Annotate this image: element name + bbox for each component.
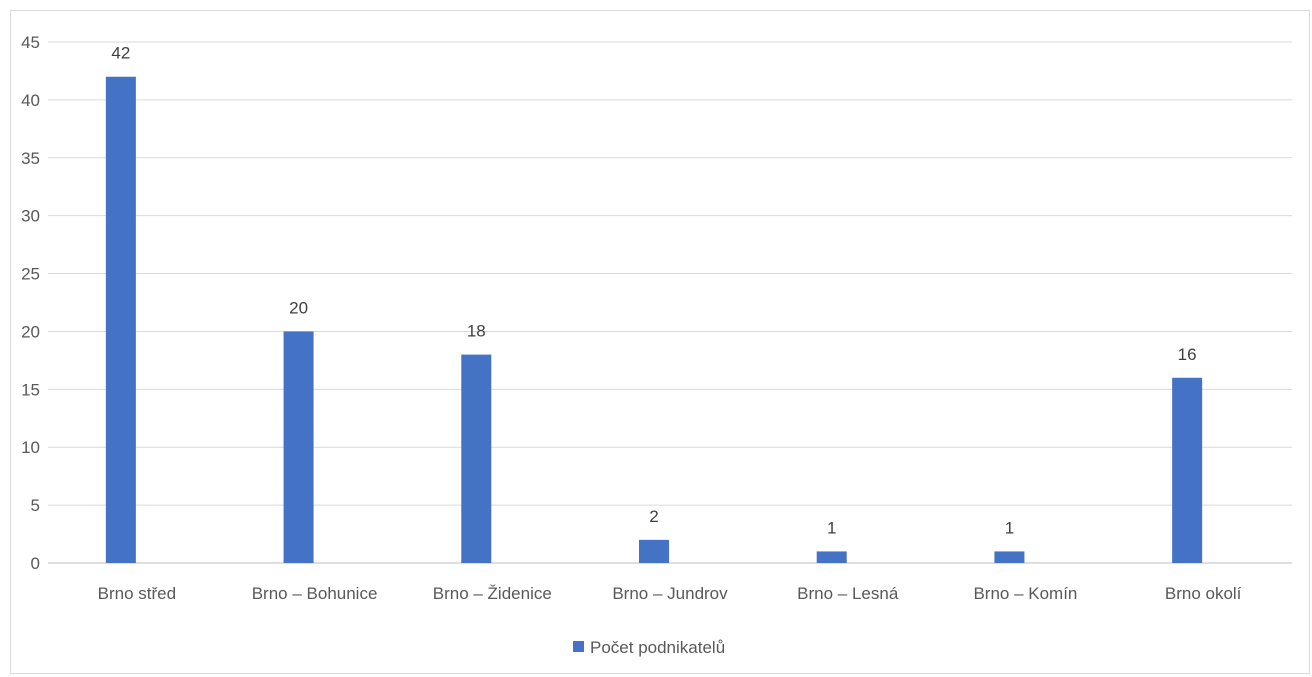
legend-swatch xyxy=(573,641,584,652)
x-tick-label: Brno okolí xyxy=(1165,584,1242,603)
gridlines xyxy=(48,41,1292,564)
y-tick-label: 20 xyxy=(21,322,40,341)
data-label: 16 xyxy=(1178,345,1197,364)
bar xyxy=(461,354,492,563)
y-tick-label: 30 xyxy=(21,207,40,226)
legend: Počet podnikatelů xyxy=(573,638,725,657)
data-label: 18 xyxy=(467,322,486,341)
bar xyxy=(639,539,669,563)
y-tick-label: 5 xyxy=(31,496,40,515)
data-label: 1 xyxy=(827,518,836,537)
y-tick-label: 0 xyxy=(31,554,40,573)
data-label: 42 xyxy=(111,44,130,63)
data-labels: 42 20 18 2 1 1 16 xyxy=(111,44,1196,538)
legend-label: Počet podnikatelů xyxy=(590,638,725,657)
x-tick-label: Brno střed xyxy=(98,584,176,603)
x-tick-label: Brno – Lesná xyxy=(797,584,899,603)
y-tick-label: 10 xyxy=(21,438,40,457)
data-label: 20 xyxy=(289,298,308,317)
bar xyxy=(283,331,314,563)
y-tick-label: 15 xyxy=(21,380,40,399)
bar xyxy=(994,551,1025,563)
bar xyxy=(105,76,136,563)
x-tick-label: Brno – Bohunice xyxy=(252,584,378,603)
x-tick-label: Brno – Jundrov xyxy=(612,584,728,603)
x-axis-ticks: Brno střed Brno – Bohunice Brno – Židenice… xyxy=(98,584,1242,603)
y-tick-label: 40 xyxy=(21,91,40,110)
y-axis-ticks: 0 5 10 15 20 25 30 35 40 45 xyxy=(21,33,40,573)
data-label: 2 xyxy=(649,507,658,526)
x-tick-label: Brno – Židenice xyxy=(433,584,552,603)
data-label: 1 xyxy=(1005,518,1014,537)
y-tick-label: 45 xyxy=(21,33,40,52)
y-tick-label: 35 xyxy=(21,149,40,168)
bar xyxy=(1172,377,1203,563)
x-tick-label: Brno – Komín xyxy=(973,584,1077,603)
y-tick-label: 25 xyxy=(21,265,40,284)
bars xyxy=(105,76,1203,563)
bar xyxy=(816,551,847,563)
